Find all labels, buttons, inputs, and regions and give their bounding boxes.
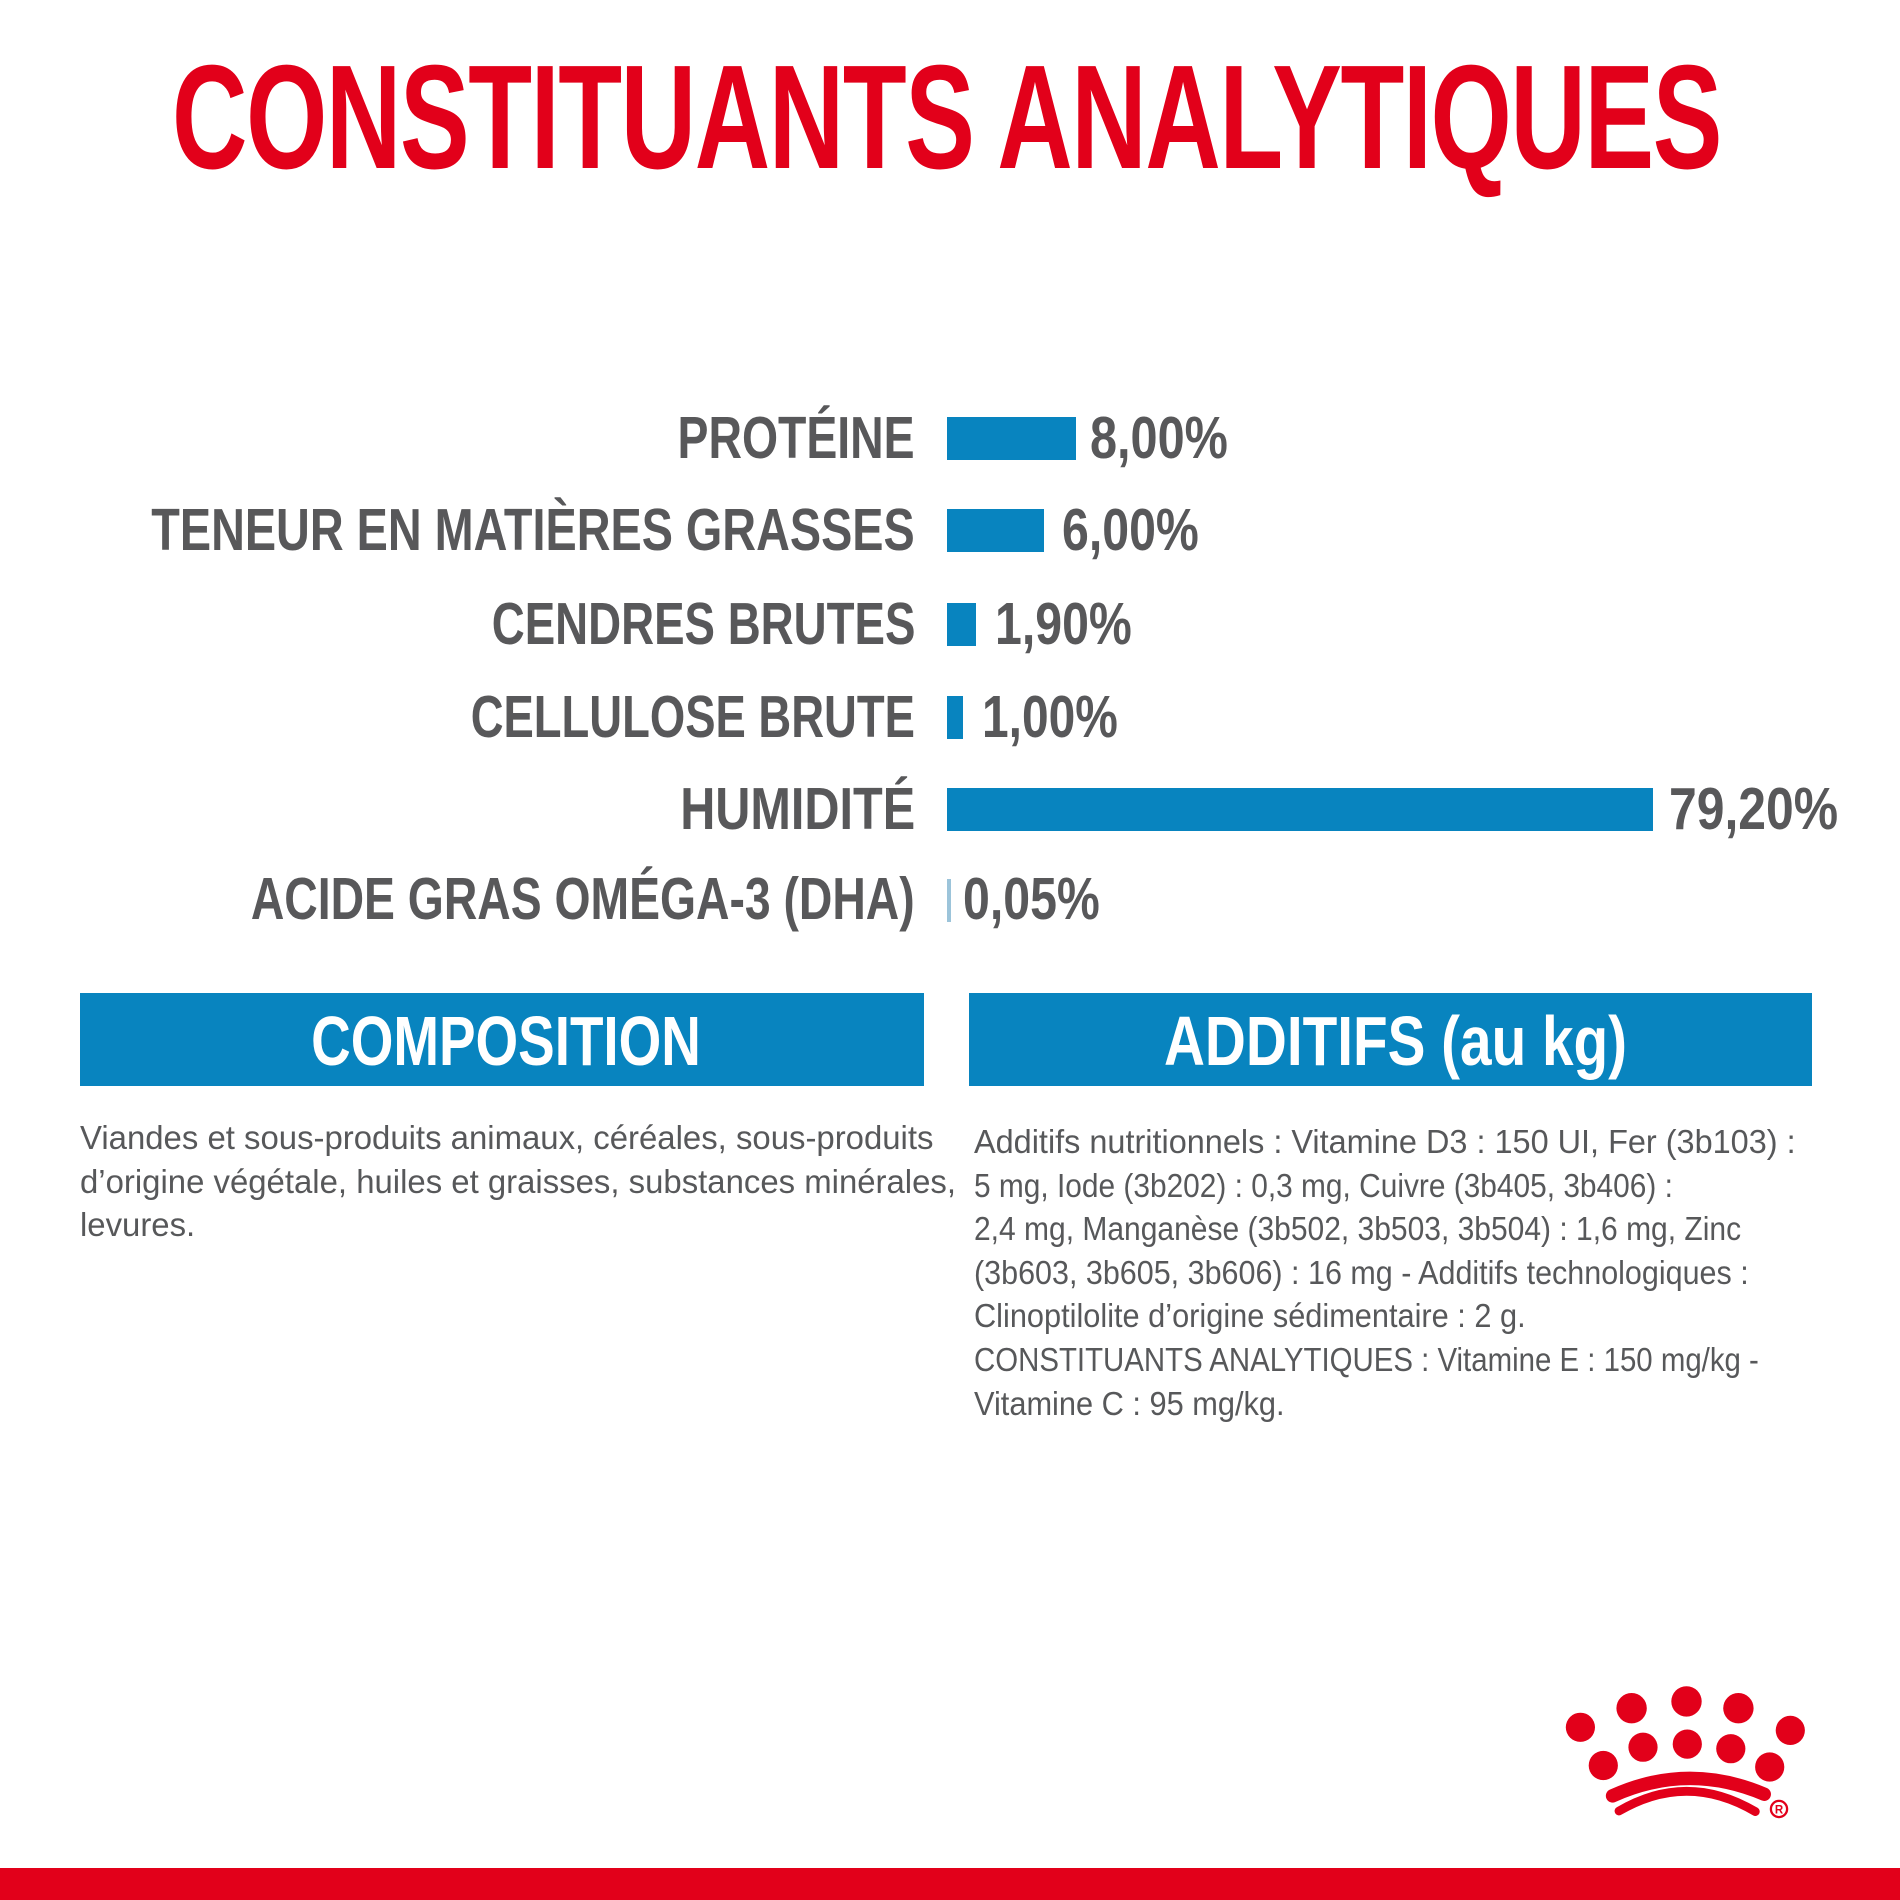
svg-text:R: R (1775, 1805, 1784, 1817)
